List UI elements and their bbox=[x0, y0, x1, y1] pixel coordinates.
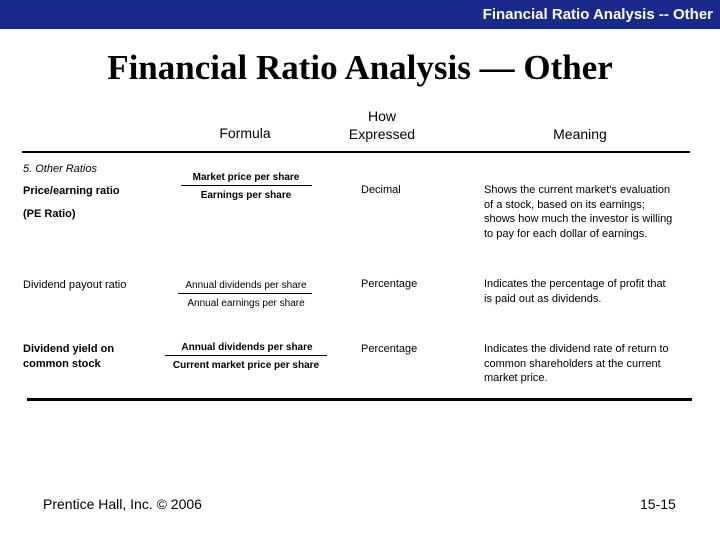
header-bar: Financial Ratio Analysis -- Other bbox=[0, 0, 720, 29]
header-bar-text: Financial Ratio Analysis -- Other bbox=[482, 6, 713, 23]
row-payout-meaning-2: is paid out as dividends. bbox=[484, 292, 602, 305]
row-pe-meaning-4: to pay for each dollar of earnings. bbox=[484, 227, 648, 240]
row-yield-fraction-bar bbox=[165, 355, 327, 356]
column-header-how-expressed-line1: How bbox=[367, 108, 396, 124]
header-divider bbox=[22, 151, 690, 153]
column-header-formula: Formula bbox=[219, 125, 271, 141]
row-yield-meaning-2: common shareholders at the current bbox=[484, 357, 661, 370]
row-pe-expressed: Decimal bbox=[361, 184, 401, 196]
row-yield-denominator: Current market price per share bbox=[172, 360, 320, 371]
row-pe-name-extra: (PE Ratio) bbox=[23, 208, 76, 220]
column-header-how-expressed-line2: Expressed bbox=[348, 126, 416, 142]
row-yield-meaning-3: market price. bbox=[484, 372, 548, 384]
row-payout-expressed: Percentage bbox=[361, 278, 418, 290]
row-payout-denominator: Annual earnings per share bbox=[187, 298, 305, 309]
row-pe-meaning-1: Shows the current market's evaluation bbox=[484, 184, 671, 196]
footer-publisher: Prentice Hall, Inc. © 2006 bbox=[43, 496, 202, 512]
row-pe-name: Price/earning ratio bbox=[23, 185, 120, 197]
row-pe-denominator: Earnings per share bbox=[200, 190, 292, 201]
row-yield-meaning-1: Indicates the dividend rate of return to bbox=[484, 343, 669, 355]
footer-page-number: 15-15 bbox=[640, 496, 676, 512]
section-label: 5. Other Ratios bbox=[23, 163, 97, 175]
row-yield-expressed: Percentage bbox=[361, 343, 418, 355]
row-yield-name-line1: Dividend yield on bbox=[23, 343, 115, 355]
page-title: Financial Ratio Analysis — Other bbox=[107, 48, 613, 87]
row-pe-meaning-2: of a stock, based on its earnings; bbox=[484, 198, 645, 211]
row-pe-meaning-3: shows how much the investor is willing bbox=[484, 213, 673, 225]
row-yield-numerator: Annual dividends per share bbox=[181, 342, 313, 353]
row-pe-fraction-bar bbox=[181, 185, 312, 186]
row-yield-name-line2: common stock bbox=[23, 357, 101, 370]
row-payout-fraction-bar bbox=[178, 293, 312, 294]
column-header-meaning: Meaning bbox=[553, 126, 607, 142]
row-pe-numerator: Market price per share bbox=[192, 172, 300, 183]
table-bottom-rule bbox=[27, 398, 692, 401]
row-payout-name: Dividend payout ratio bbox=[23, 279, 127, 291]
row-payout-numerator: Annual dividends per share bbox=[185, 280, 307, 291]
row-payout-meaning-1: Indicates the percentage of profit that bbox=[484, 278, 666, 290]
